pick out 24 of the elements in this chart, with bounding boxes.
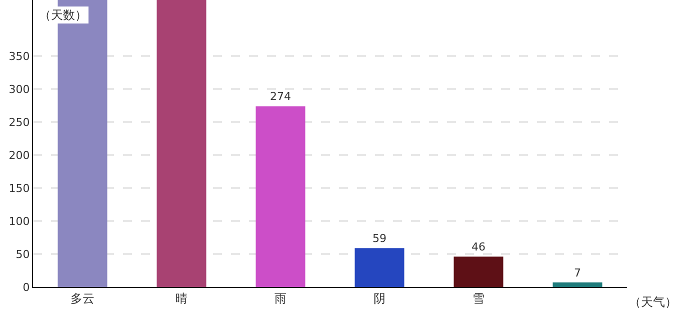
y-axis-title: （天数） (39, 8, 87, 22)
bar (454, 256, 504, 287)
y-tick-label: 300 (8, 82, 30, 96)
x-tick-label: 雨 (274, 291, 286, 306)
x-tick-label: 晴 (176, 291, 188, 306)
data-label: 59 (372, 232, 386, 246)
x-tick-label: 多云 (70, 291, 94, 306)
bar (156, 0, 206, 287)
x-tick-label: 雪 (472, 291, 484, 306)
bar (354, 248, 404, 287)
y-tick-label: 350 (8, 50, 30, 63)
y-tick-label: 100 (8, 214, 30, 228)
data-label: 274 (270, 90, 291, 104)
x-tick-label: 阴 (374, 291, 386, 306)
bar (552, 282, 602, 287)
x-axis-title: （天气） (629, 295, 677, 309)
data-label: 46 (472, 240, 486, 254)
bar (256, 106, 306, 287)
data-label: 7 (574, 266, 581, 280)
y-tick-label: 50 (16, 248, 30, 261)
y-tick-label: 200 (8, 148, 30, 162)
y-tick-label: 250 (8, 116, 30, 129)
y-tick-label: 150 (8, 182, 30, 195)
y-tick-label: 0 (22, 280, 30, 294)
